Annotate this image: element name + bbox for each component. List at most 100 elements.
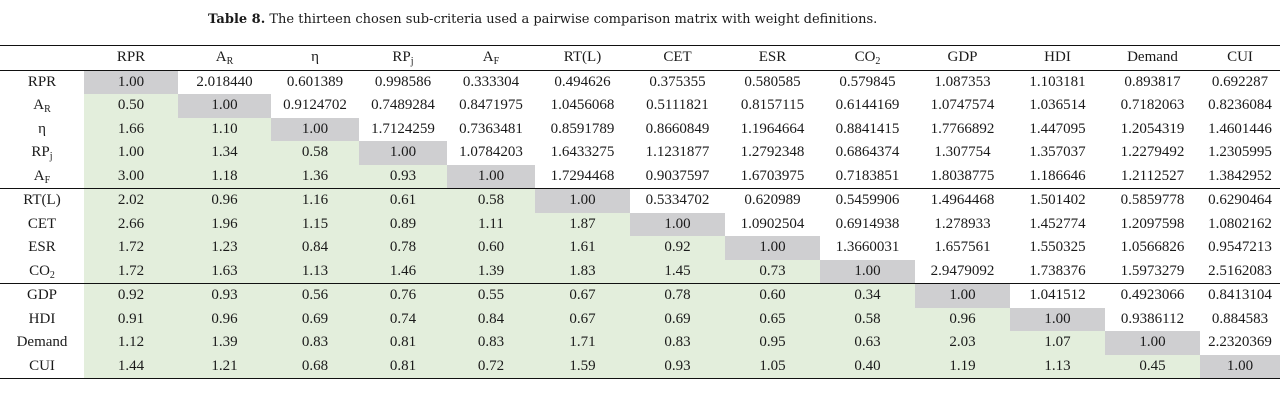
table-cell: 0.8841415	[820, 117, 915, 141]
label-base: RT(L)	[23, 192, 61, 209]
table-cell: 1.13	[1010, 354, 1105, 379]
table-cell: 1.23	[178, 236, 271, 260]
table-cell: 0.58	[447, 188, 535, 213]
table-cell: 0.60	[725, 283, 820, 308]
table-cell: 0.8413104	[1200, 283, 1280, 308]
table-cell: 1.15	[271, 212, 359, 236]
table-cell: 1.278933	[915, 212, 1010, 236]
table-cell: 0.884583	[1200, 307, 1280, 331]
table-cell: 0.7489284	[359, 94, 447, 118]
table-cell: 1.7766892	[915, 117, 1010, 141]
table-cell: 1.36	[271, 164, 359, 189]
label-subscript: R	[44, 104, 51, 116]
label-base: A	[33, 97, 45, 114]
table-cell: 1.0784203	[447, 141, 535, 165]
label-subscript: R	[226, 56, 234, 68]
label-subscript: j	[49, 151, 53, 163]
table-cell: 0.81	[359, 354, 447, 379]
column-header: ESR	[725, 45, 820, 71]
table-cell: 0.61	[359, 188, 447, 213]
table-cell: 0.40	[820, 354, 915, 379]
table-cell: 0.84	[447, 307, 535, 331]
column-header: CET	[630, 45, 725, 71]
table-cell: 1.44	[84, 354, 178, 379]
label-base: GDP	[947, 49, 978, 66]
table-cell: 1.103181	[1010, 70, 1105, 94]
table-cell: 1.6703975	[725, 164, 820, 189]
label-base: RP	[392, 49, 411, 66]
table-cell: 0.84	[271, 236, 359, 260]
table-cell: 0.7363481	[447, 117, 535, 141]
table-cell: 0.92	[630, 236, 725, 260]
label-base: A	[482, 49, 494, 66]
table-cell: 0.333304	[447, 70, 535, 94]
column-header: HDI	[1010, 45, 1105, 71]
table-cell: 0.60	[447, 236, 535, 260]
table-cell: 3.00	[84, 164, 178, 189]
table-cell: 0.692287	[1200, 70, 1280, 94]
table-cell: 0.6144169	[820, 94, 915, 118]
row-header: RPj	[0, 141, 84, 165]
row-header: CET	[0, 212, 84, 236]
table-cell: 1.45	[630, 259, 725, 284]
table-cell: 0.58	[271, 141, 359, 165]
table-cell: 0.494626	[535, 70, 630, 94]
table-cell: 2.9479092	[915, 259, 1010, 284]
table-row: RPR 1.00 2.018440 0.601389 0.998586 0.333304 0…	[0, 70, 1280, 94]
table-cell: 0.69	[630, 307, 725, 331]
table-cell: 0.76	[359, 283, 447, 308]
pairwise-comparison-table: RPR AR η RPj AF RT(L) CET ESR CO2 GDP HDI Demand CUI…	[0, 45, 1280, 379]
table-cell: 1.357037	[1010, 141, 1105, 165]
diagonal-cell: 1.00	[447, 164, 535, 189]
label-base: RPR	[116, 49, 146, 66]
table-cell: 0.74	[359, 307, 447, 331]
label-base: A	[33, 167, 45, 184]
table-cell: 2.2320369	[1200, 331, 1280, 355]
column-header: Demand	[1105, 45, 1200, 71]
table-cell: 1.16	[271, 188, 359, 213]
table-row: CO2 1.72 1.63 1.13 1.46 1.39 1.83 1.45 0.73 1.00 2…	[0, 259, 1280, 284]
table-cell: 0.6290464	[1200, 188, 1280, 213]
table-cell: 0.93	[359, 164, 447, 189]
column-header: RT(L)	[535, 45, 630, 71]
table-row: CET 2.66 1.96 1.15 0.89 1.11 1.87 1.00 1.0902504…	[0, 212, 1280, 236]
table-cell: 1.1964664	[725, 117, 820, 141]
table-cell: 1.18	[178, 164, 271, 189]
table-cell: 1.5973279	[1105, 259, 1200, 284]
table-cell: 0.4923066	[1105, 283, 1200, 308]
column-header: CUI	[1200, 45, 1280, 71]
table-cell: 1.19	[915, 354, 1010, 379]
table-cell: 1.657561	[915, 236, 1010, 260]
table-cell: 1.0902504	[725, 212, 820, 236]
table-cell: 2.5162083	[1200, 259, 1280, 284]
table-cell: 1.07	[1010, 331, 1105, 355]
table-cell: 1.21	[178, 354, 271, 379]
table-caption-label: Table 8.	[208, 12, 266, 27]
table-cell: 2.03	[915, 331, 1010, 355]
table-cell: 0.5111821	[630, 94, 725, 118]
table-cell: 1.2305995	[1200, 141, 1280, 165]
table-cell: 1.13	[271, 259, 359, 284]
table-cell: 0.579845	[820, 70, 915, 94]
table-cell: 0.91	[84, 307, 178, 331]
table-cell: 0.8471975	[447, 94, 535, 118]
table-cell: 0.8660849	[630, 117, 725, 141]
label-base: CO	[854, 49, 876, 66]
diagonal-cell: 1.00	[1105, 331, 1200, 355]
table-cell: 1.087353	[915, 70, 1010, 94]
table-row: RPj 1.00 1.34 0.58 1.00 1.0784203 1.6433275 1.1…	[0, 141, 1280, 165]
table-cell: 1.2054319	[1105, 117, 1200, 141]
row-header: CO2	[0, 259, 84, 284]
table-cell: 0.6914938	[820, 212, 915, 236]
table-cell: 1.71	[535, 331, 630, 355]
table-cell: 1.2097598	[1105, 212, 1200, 236]
label-base: Demand	[1127, 49, 1178, 66]
table-cell: 0.9124702	[271, 94, 359, 118]
table-cell: 0.63	[820, 331, 915, 355]
label-base: ESR	[28, 239, 56, 256]
table-cell: 0.83	[447, 331, 535, 355]
column-header: RPR	[84, 45, 178, 71]
column-header: AF	[447, 45, 535, 71]
table-header-row: RPR AR η RPj AF RT(L) CET ESR CO2 GDP HDI Demand CUI	[0, 45, 1280, 71]
table-cell: 0.67	[535, 307, 630, 331]
